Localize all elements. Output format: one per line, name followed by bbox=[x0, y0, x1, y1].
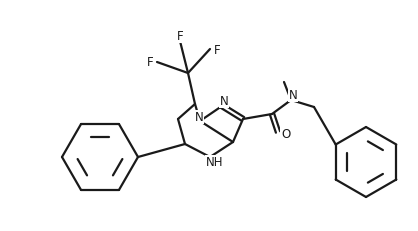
Text: F: F bbox=[177, 30, 184, 43]
Text: N: N bbox=[219, 95, 228, 108]
Text: F: F bbox=[214, 43, 220, 56]
Text: N: N bbox=[195, 111, 204, 124]
Text: NH: NH bbox=[206, 156, 224, 169]
Text: F: F bbox=[147, 56, 153, 69]
Text: N: N bbox=[288, 89, 297, 102]
Text: O: O bbox=[281, 128, 291, 141]
